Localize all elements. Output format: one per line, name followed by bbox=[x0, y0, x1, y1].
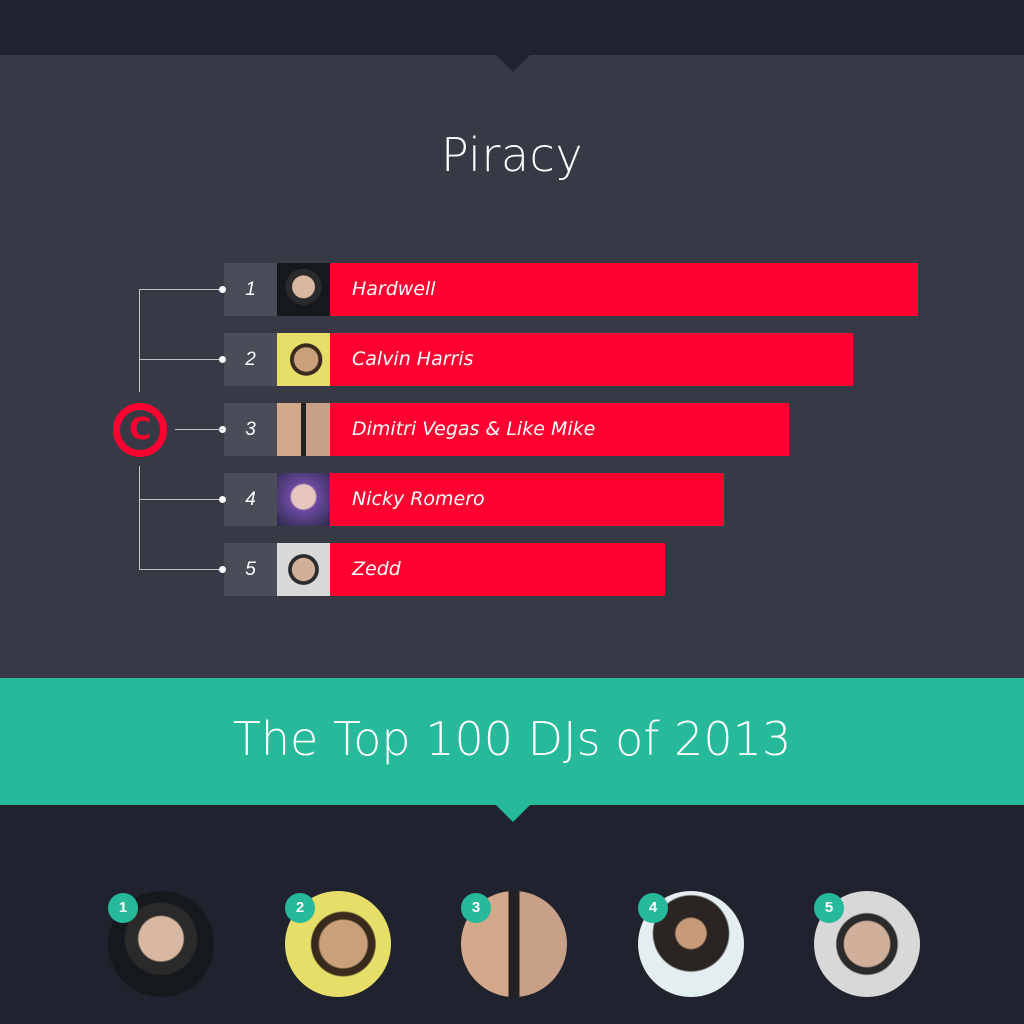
connector-line bbox=[139, 289, 140, 392]
rank-number: 3 bbox=[224, 403, 277, 456]
bar: Calvin Harris bbox=[330, 333, 854, 386]
connector-dot bbox=[219, 286, 226, 293]
bar-label: Zedd bbox=[352, 558, 401, 580]
dj-photo bbox=[277, 403, 330, 456]
connector-line bbox=[139, 359, 223, 360]
rank-number: 1 bbox=[224, 263, 277, 316]
connector-dot bbox=[219, 496, 226, 503]
rank-number: 5 bbox=[224, 543, 277, 596]
connector-dot bbox=[219, 356, 226, 363]
dj-photo bbox=[277, 473, 330, 526]
connector-line bbox=[139, 569, 223, 570]
rank-badge: 2 bbox=[285, 893, 315, 923]
bar-label: Dimitri Vegas & Like Mike bbox=[352, 418, 596, 440]
banner-title: The Top 100 DJs of 2013 bbox=[232, 712, 792, 766]
banner: The Top 100 DJs of 2013 bbox=[0, 678, 1024, 805]
top-notch bbox=[496, 55, 530, 72]
rank-number: 4 bbox=[224, 473, 277, 526]
banner-notch bbox=[496, 805, 530, 822]
copyright-icon: C bbox=[113, 403, 167, 457]
bar: Nicky Romero bbox=[330, 473, 724, 526]
connector-line bbox=[139, 466, 140, 569]
bar-label: Hardwell bbox=[352, 278, 436, 300]
rank-badge: 3 bbox=[461, 893, 491, 923]
bar: Dimitri Vegas & Like Mike bbox=[330, 403, 789, 456]
rank-badge: 4 bbox=[638, 893, 668, 923]
connector-line bbox=[175, 429, 223, 430]
page-title: Piracy bbox=[440, 128, 584, 182]
bar: Hardwell bbox=[330, 263, 918, 316]
dj-photo bbox=[277, 543, 330, 596]
bar: Zedd bbox=[330, 543, 666, 596]
connector-dot bbox=[219, 566, 226, 573]
dj-photo bbox=[277, 263, 330, 316]
bar-label: Calvin Harris bbox=[352, 348, 474, 370]
connector-line bbox=[139, 289, 223, 290]
rank-badge: 5 bbox=[814, 893, 844, 923]
rank-badge: 1 bbox=[108, 893, 138, 923]
bar-label: Nicky Romero bbox=[352, 488, 485, 510]
dj-photo bbox=[277, 333, 330, 386]
rank-number: 2 bbox=[224, 333, 277, 386]
connector-line bbox=[139, 499, 223, 500]
